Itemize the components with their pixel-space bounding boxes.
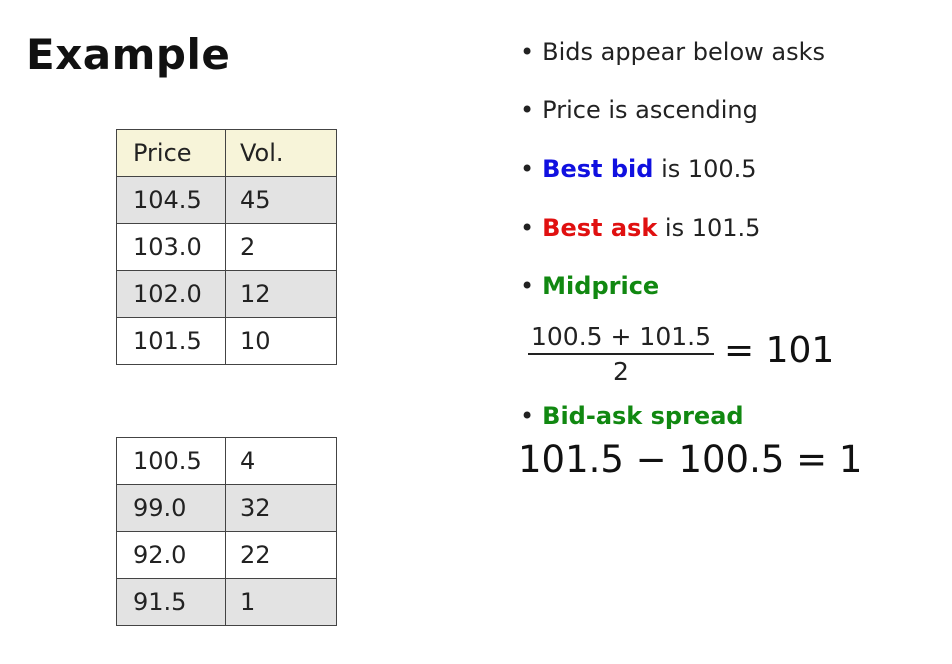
bullet-midprice: • Midprice xyxy=(520,272,659,300)
best-bid-value: is 100.5 xyxy=(653,155,757,183)
spread-formula: 101.5 − 100.5 = 1 xyxy=(518,438,863,481)
best-ask-label: Best ask xyxy=(542,214,658,242)
table-row: 92.0 22 xyxy=(116,531,337,579)
bullet-bid-ask-spread: • Bid-ask spread xyxy=(520,402,744,430)
bullet-text: Price is ascending xyxy=(542,96,758,124)
table-row: 100.5 4 xyxy=(116,437,337,485)
best-ask-value: is 101.5 xyxy=(657,214,761,242)
volume-cell: 2 xyxy=(225,223,337,271)
price-cell: 100.5 xyxy=(116,437,226,485)
bullet-dot-icon: • xyxy=(520,272,535,300)
price-cell: 99.0 xyxy=(116,484,226,532)
price-header: Price xyxy=(116,129,226,177)
midprice-fraction: 100.5 + 101.5 2 xyxy=(528,322,714,386)
midprice-label: Midprice xyxy=(542,272,660,300)
price-cell: 103.0 xyxy=(116,223,226,271)
bullet-best-ask: • Best ask is 101.5 xyxy=(520,214,760,242)
bullet-best-bid: • Best bid is 100.5 xyxy=(520,155,757,183)
table-row: 104.5 45 xyxy=(116,176,337,224)
midprice-result: = 101 xyxy=(724,330,835,371)
table-row: 101.5 10 xyxy=(116,317,337,365)
volume-cell: 12 xyxy=(225,270,337,318)
bullet-dot-icon: • xyxy=(520,38,535,66)
best-bid-label: Best bid xyxy=(542,155,654,183)
bullet-dot-icon: • xyxy=(520,214,535,242)
bids-table: 100.5 4 99.0 32 92.0 22 91.5 1 xyxy=(116,437,337,626)
price-cell: 91.5 xyxy=(116,578,226,626)
asks-table: Price Vol. 104.5 45 103.0 2 102.0 12 101… xyxy=(116,129,337,365)
table-header-row: Price Vol. xyxy=(116,129,337,177)
bullet-dot-icon: • xyxy=(520,155,535,183)
table-row: 99.0 32 xyxy=(116,484,337,532)
volume-header: Vol. xyxy=(225,129,337,177)
price-cell: 101.5 xyxy=(116,317,226,365)
volume-cell: 10 xyxy=(225,317,337,365)
volume-cell: 22 xyxy=(225,531,337,579)
fraction-denominator: 2 xyxy=(613,357,629,386)
volume-cell: 45 xyxy=(225,176,337,224)
table-row: 91.5 1 xyxy=(116,578,337,626)
bullet-text: Bids appear below asks xyxy=(542,38,826,66)
volume-cell: 1 xyxy=(225,578,337,626)
price-cell: 92.0 xyxy=(116,531,226,579)
bullet-dot-icon: • xyxy=(520,96,535,124)
table-row: 103.0 2 xyxy=(116,223,337,271)
slide-title: Example xyxy=(26,30,231,79)
volume-cell: 32 xyxy=(225,484,337,532)
price-cell: 104.5 xyxy=(116,176,226,224)
bullet-dot-icon: • xyxy=(520,402,535,430)
table-row: 102.0 12 xyxy=(116,270,337,318)
spread-label: Bid-ask spread xyxy=(542,402,744,430)
fraction-numerator: 100.5 + 101.5 xyxy=(528,322,714,355)
volume-cell: 4 xyxy=(225,437,337,485)
bullet-bids-below-asks: • Bids appear below asks xyxy=(520,38,825,66)
bullet-price-ascending: • Price is ascending xyxy=(520,96,758,124)
price-cell: 102.0 xyxy=(116,270,226,318)
